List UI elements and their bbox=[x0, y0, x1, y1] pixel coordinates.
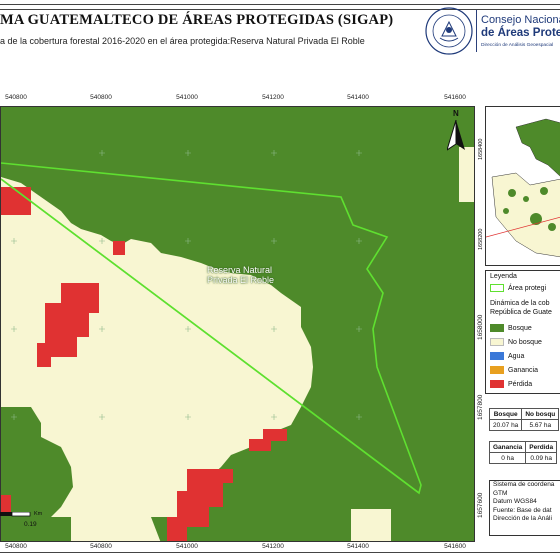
map-canvas[interactable] bbox=[1, 107, 475, 542]
inset-y-tick: 1658400 bbox=[478, 138, 484, 160]
legend-label: Área protegi bbox=[508, 284, 547, 292]
system-info-box: Sistema de coordena GTM Datum WGS84 Fuen… bbox=[489, 480, 560, 536]
legend-subtitle-line1: Dinámica de la cob bbox=[490, 300, 550, 307]
x-tick-bottom: 541400 bbox=[347, 543, 369, 550]
table-header: Perdida bbox=[525, 441, 558, 453]
map-title: MA GUATEMALTECO DE ÁREAS PROTEGIDAS (SIG… bbox=[0, 12, 394, 28]
boundary-edge bbox=[1, 178, 420, 494]
logo-text-line2: de Áreas Protegid bbox=[481, 27, 560, 39]
bosque-patch bbox=[1, 407, 73, 541]
no-bosque-area bbox=[1, 177, 313, 541]
y-tick-right: 1657800 bbox=[477, 394, 484, 420]
scale-bar bbox=[0, 512, 31, 517]
legend-label: Bosque bbox=[508, 324, 532, 332]
inset-forest-patches bbox=[503, 187, 556, 231]
table-header: Ganancia bbox=[488, 441, 527, 453]
legend-item-no-bosque: No bosque bbox=[490, 337, 542, 347]
legend-item-ganancia: Ganancia bbox=[490, 365, 538, 375]
bosque-swatch bbox=[490, 324, 504, 332]
legend-subtitle: Dinámica de la cob República de Guate bbox=[490, 299, 552, 317]
table-cell: 20.07 ha bbox=[488, 419, 523, 431]
scale-unit: Km bbox=[34, 511, 43, 517]
legend-label: No bosque bbox=[508, 338, 542, 346]
legend-label: Agua bbox=[508, 352, 525, 360]
ganancia-swatch bbox=[490, 366, 504, 374]
grid-crosses bbox=[11, 150, 362, 420]
table-header: Bosque bbox=[488, 408, 523, 420]
no-bosque-patch-bottom bbox=[71, 517, 161, 541]
area-label-line2: Privada El Roble bbox=[207, 275, 275, 285]
x-tick-bottom: 541000 bbox=[176, 543, 198, 550]
system-info-line: Datum WGS84 bbox=[493, 498, 537, 505]
inset-map-canvas bbox=[486, 107, 560, 265]
inset-region-north bbox=[515, 118, 560, 177]
legend-label: Pérdida bbox=[508, 380, 533, 388]
stats-table-change: Ganancia Perdida 0 ha 0.09 ha bbox=[488, 441, 558, 464]
x-tick-top: 541400 bbox=[347, 94, 369, 101]
x-tick-bottom: 541200 bbox=[262, 543, 284, 550]
legend-title: Leyenda bbox=[490, 273, 517, 280]
system-info-line: Fuente: Base de dat bbox=[493, 506, 552, 514]
inset-y-tick: 1658200 bbox=[478, 228, 484, 250]
x-tick-bottom: 540800 bbox=[5, 543, 27, 550]
system-info-line: Sistema de coordena bbox=[493, 481, 555, 488]
x-tick-top: 541600 bbox=[444, 94, 466, 101]
main-map[interactable] bbox=[0, 106, 475, 542]
x-tick-bottom: 540800 bbox=[90, 543, 112, 550]
inset-locator-line bbox=[486, 216, 560, 238]
no-bosque-swatch bbox=[490, 338, 504, 346]
logo-separator bbox=[476, 10, 477, 52]
legend-subtitle-line2: República de Guate bbox=[490, 309, 552, 316]
top-border-line-inner bbox=[0, 9, 560, 10]
system-info-line: GTM bbox=[493, 489, 508, 497]
north-arrow-icon bbox=[447, 120, 465, 151]
seal-icon bbox=[425, 7, 473, 55]
perdida-patches bbox=[1, 187, 287, 541]
no-bosque-patch bbox=[459, 147, 474, 202]
system-info-line: Dirección de la Análi bbox=[493, 515, 552, 522]
legend-label: Ganancia bbox=[508, 366, 538, 374]
inset-map[interactable] bbox=[485, 106, 560, 266]
y-tick-right: 1658000 bbox=[477, 314, 484, 340]
perdida-swatch bbox=[490, 380, 504, 388]
x-tick-top: 540800 bbox=[90, 94, 112, 101]
logo-text-line3: Dirección de Análisis Geoespacial bbox=[481, 43, 554, 48]
legend-item-boundary: Área protegi bbox=[490, 283, 546, 293]
logo-text-line1: Consejo Nacional bbox=[481, 14, 560, 26]
no-bosque-patch-bottom-right bbox=[351, 509, 391, 541]
legend-item-agua: Agua bbox=[490, 351, 524, 361]
x-tick-bottom: 541600 bbox=[444, 543, 466, 550]
area-label-line1: Reserva Natural bbox=[207, 265, 273, 275]
north-label: N bbox=[453, 109, 459, 118]
x-tick-top: 541000 bbox=[176, 94, 198, 101]
bottom-border-line bbox=[0, 552, 560, 553]
area-label: Reserva Natural Privada El Roble bbox=[207, 265, 274, 285]
table-cell: 0 ha bbox=[488, 452, 527, 464]
x-tick-top: 540800 bbox=[5, 94, 27, 101]
table-cell: 5.67 ha bbox=[521, 419, 560, 431]
stats-table-forest: Bosque No bosqu 20.07 ha 5.67 ha bbox=[488, 408, 560, 431]
map-subtitle: a de la cobertura forestal 2016-2020 en … bbox=[0, 36, 365, 46]
table-cell: 0.09 ha bbox=[525, 452, 558, 464]
y-tick-right: 1657600 bbox=[477, 492, 484, 518]
legend: Leyenda Área protegi Dinámica de la cob … bbox=[485, 270, 560, 394]
top-border-line bbox=[0, 4, 560, 5]
table-header: No bosqu bbox=[521, 408, 560, 420]
protected-area-boundary bbox=[1, 162, 422, 495]
x-tick-top: 541200 bbox=[262, 94, 284, 101]
boundary-swatch bbox=[490, 284, 504, 292]
legend-item-perdida: Pérdida bbox=[490, 379, 532, 389]
scale-value: 0.19 bbox=[24, 521, 37, 528]
legend-item-bosque: Bosque bbox=[490, 323, 532, 333]
agua-swatch bbox=[490, 352, 504, 360]
